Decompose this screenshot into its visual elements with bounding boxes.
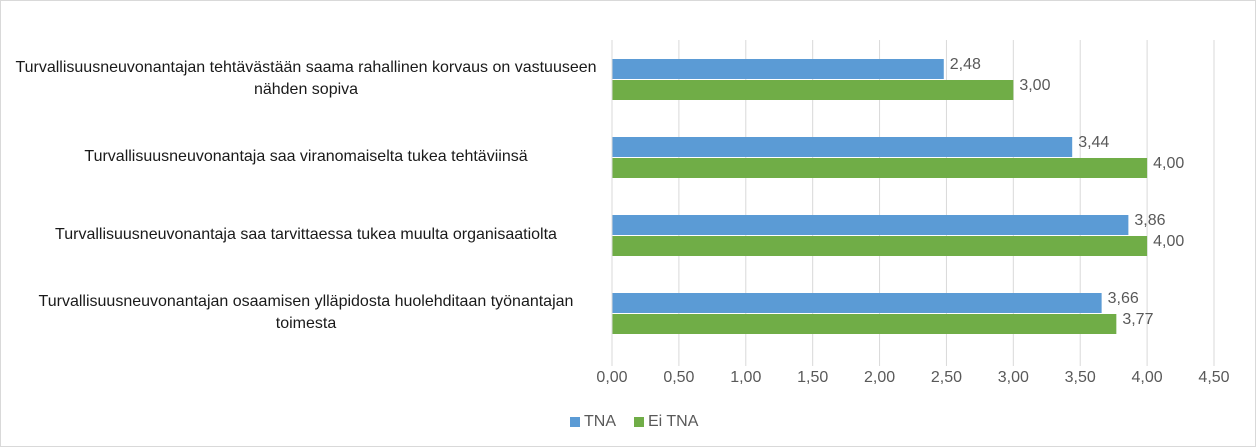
legend-swatch [570, 417, 580, 427]
y-tick-label: Turvallisuusneuvonantaja saa tarvittaess… [55, 226, 557, 243]
x-tick-label: 0,50 [663, 369, 694, 386]
data-label: 4,00 [1153, 233, 1184, 250]
y-tick-label: Turvallisuusneuvonantaja saa viranomaise… [84, 148, 528, 165]
data-label: 3,86 [1134, 212, 1165, 229]
legend-swatch [634, 417, 644, 427]
data-label: 3,77 [1122, 311, 1153, 328]
legend-label: Ei TNA [648, 413, 699, 430]
x-tick-label: 3,00 [998, 369, 1029, 386]
x-tick-label: 1,50 [797, 369, 828, 386]
x-tick-label: 1,00 [730, 369, 761, 386]
bar [612, 314, 1117, 334]
bar [612, 158, 1148, 178]
data-label: 3,44 [1078, 134, 1109, 151]
x-tick-label: 3,50 [1065, 369, 1096, 386]
bar [612, 137, 1073, 157]
x-tick-label: 2,50 [931, 369, 962, 386]
x-tick-label: 2,00 [864, 369, 895, 386]
data-label: 3,66 [1108, 290, 1139, 307]
data-label: 4,00 [1153, 155, 1184, 172]
legend-label: TNA [584, 413, 616, 430]
bar [612, 59, 944, 79]
data-label: 2,48 [950, 56, 981, 73]
data-label: 3,00 [1019, 77, 1050, 94]
y-tick-label: Turvallisuusneuvonantajan osaamisen yllä… [38, 293, 574, 332]
x-tick-label: 0,00 [596, 369, 627, 386]
bar [612, 215, 1129, 235]
x-tick-label: 4,50 [1198, 369, 1229, 386]
y-tick-label: Turvallisuusneuvonantajan tehtävästään s… [15, 59, 597, 98]
bar [612, 80, 1014, 100]
bar [612, 293, 1102, 313]
bar [612, 236, 1148, 256]
x-tick-label: 4,00 [1132, 369, 1163, 386]
